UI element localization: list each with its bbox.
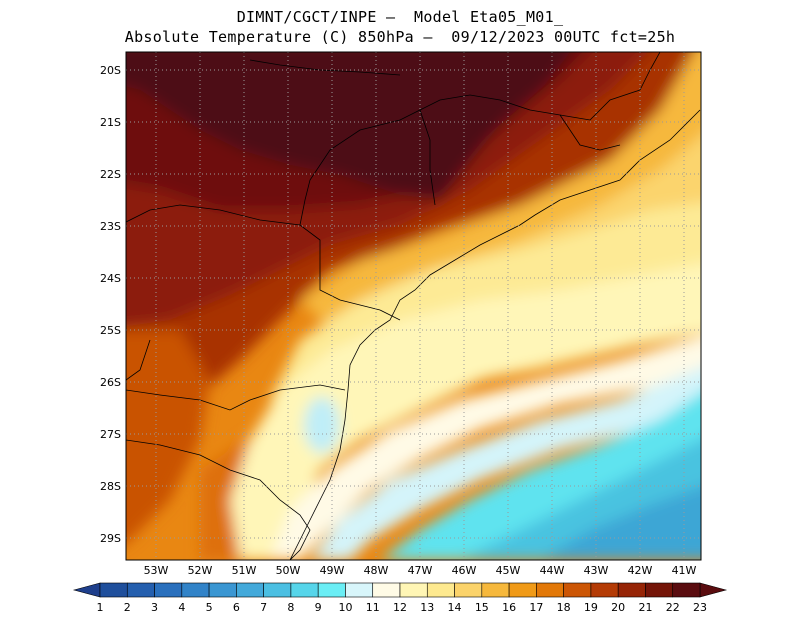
colorbar-label: 18	[557, 601, 571, 614]
lon-label: 47W	[408, 564, 433, 577]
colorbar-swatch	[590, 582, 619, 598]
colorbar-swatch	[99, 582, 128, 598]
colorbar-swatch	[481, 582, 510, 598]
colorbar-label: 21	[638, 601, 652, 614]
temp-band-12	[230, 263, 701, 560]
colorbar-label: 17	[529, 601, 543, 614]
lon-label: 43W	[584, 564, 609, 577]
temp-band-7	[540, 486, 701, 560]
colorbar-swatch	[372, 582, 401, 598]
lon-label: 51W	[232, 564, 257, 577]
temp-band-10	[310, 367, 701, 560]
colorbar-label: 8	[287, 601, 294, 614]
colorbar-label: 1	[97, 601, 104, 614]
colorbar-swatch	[536, 582, 564, 598]
colorbar: 1 2 3 4 5 6 7 8 9 10 11 12 13 14 15 16 17 18 19 20 21 22 23	[72, 582, 728, 614]
lat-label: 26S	[100, 376, 121, 389]
lon-label: 46W	[452, 564, 477, 577]
colorbar-swatch	[645, 582, 674, 598]
colorbar-label: 16	[502, 601, 516, 614]
colorbar-swatch	[208, 582, 237, 598]
colorbar-label: 9	[315, 601, 322, 614]
colorbar-swatch	[563, 582, 592, 598]
colorbar-label: 11	[366, 601, 380, 614]
colorbar-swatch	[617, 582, 646, 598]
lat-label: 21S	[100, 116, 121, 129]
colorbar-label: 12	[393, 601, 407, 614]
colorbar-swatch	[181, 582, 210, 598]
colorbar-label: 23	[693, 601, 707, 614]
colorbar-label: 19	[584, 601, 598, 614]
colorbar-label: 3	[151, 601, 158, 614]
lon-label: 41W	[672, 564, 697, 577]
colorbar-label: 4	[178, 601, 185, 614]
state-borders	[126, 52, 701, 560]
lat-label: 29S	[100, 532, 121, 545]
chart-title-line2: Absolute Temperature (C) 850hPa – 09/12/…	[124, 28, 676, 46]
colorbar-label: 20	[611, 601, 625, 614]
temp-band-23	[126, 52, 571, 200]
lat-label: 27S	[100, 428, 121, 441]
colorbar-swatch	[317, 582, 346, 598]
colorbar-swatch	[263, 582, 292, 598]
lat-label: 24S	[100, 272, 121, 285]
colorbar-swatch	[426, 582, 455, 598]
colorbar-swatch	[345, 582, 374, 598]
lon-label: 42W	[628, 564, 653, 577]
temp-band-11	[270, 335, 701, 560]
lon-label: 44W	[540, 564, 565, 577]
colorbar-label: 5	[206, 601, 213, 614]
colorbar-label: 6	[233, 601, 240, 614]
colorbar-label: 2	[124, 601, 131, 614]
lon-label: 49W	[320, 564, 345, 577]
map-frame	[125, 51, 702, 561]
colorbar-swatch	[672, 582, 701, 598]
chart-title-line1: DIMNT/CGCT/INPE – Model Eta05_M01_	[236, 8, 564, 26]
colorbar-swatch	[290, 582, 319, 598]
lat-label: 20S	[100, 64, 121, 77]
colorbar-arrow-left	[72, 582, 101, 598]
colorbar-label: 13	[420, 601, 434, 614]
lat-label: 22S	[100, 168, 121, 181]
colorbar-swatch	[154, 582, 183, 598]
colorbar-arrow-right	[699, 582, 728, 598]
colorbar-swatch	[236, 582, 264, 598]
lon-label: 50W	[276, 564, 301, 577]
colorbar-label: 14	[448, 601, 462, 614]
graticule	[126, 52, 701, 560]
colorbar-swatch	[126, 582, 155, 598]
colorbar-label: 7	[260, 601, 267, 614]
lat-label: 28S	[100, 480, 121, 493]
colorbar-label: 10	[338, 601, 352, 614]
lat-label: 23S	[100, 220, 121, 233]
lon-label: 53W	[144, 564, 169, 577]
lon-label: 48W	[364, 564, 389, 577]
temp-band-west-19	[126, 330, 210, 543]
colorbar-label: 22	[666, 601, 680, 614]
colorbar-swatch	[454, 582, 483, 598]
colorbar-swatch	[399, 582, 428, 598]
lon-label: 45W	[496, 564, 521, 577]
colorbar-swatch	[508, 582, 537, 598]
temp-cold-pocket	[304, 397, 340, 453]
lon-label: 52W	[188, 564, 213, 577]
colorbar-label: 15	[475, 601, 489, 614]
lat-label: 25S	[100, 324, 121, 337]
